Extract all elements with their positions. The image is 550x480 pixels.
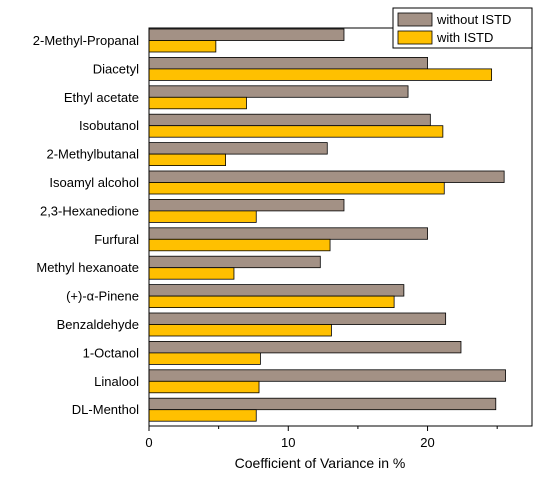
bar-without-istd [148,57,428,70]
bar-without-istd [148,284,405,297]
bar-without-istd [148,227,428,240]
x-tick-label: 20 [420,435,434,450]
bar-without-istd [148,312,447,325]
bar-with-istd [148,352,261,365]
bar-with-istd [148,324,332,337]
category-label: Methyl hexanoate [36,260,139,275]
bar-with-istd [148,238,331,252]
bar-with-istd [148,68,493,81]
bar-without-istd [148,397,497,411]
x-tick-label: 10 [281,435,295,450]
bar-with-istd [148,267,235,280]
category-label: Benzaldehyde [57,317,139,332]
bar-with-istd [148,210,257,223]
bar-without-istd [148,28,345,41]
bar-with-istd [148,40,217,53]
category-label: Ethyl acetate [64,90,139,105]
category-label: Isobutanol [79,118,139,133]
plot-frame [148,27,533,427]
category-label: Linalool [94,374,139,389]
x-axis-title: Coefficient of Variance in % [235,455,406,471]
bar-without-istd [148,113,431,127]
legend: without ISTD with ISTD [392,7,533,49]
legend-label: with ISTD [436,30,493,45]
category-label: 1-Octanol [83,345,139,360]
bar-with-istd [148,96,247,110]
category-label: DL-Menthol [72,402,139,417]
category-label: Isoamyl alcohol [49,175,139,190]
bar-without-istd [148,170,505,183]
category-label: Diacetyl [93,61,139,76]
bar-with-istd [148,182,445,195]
bar-with-istd [148,380,260,394]
legend-swatch [397,12,433,27]
bar-without-istd [148,340,462,354]
axes [148,27,533,427]
category-labels: 2-Methyl-Propanal Diacetyl Ethyl acetate Is… [33,33,139,417]
category-label: 2,3-Hexanedione [40,203,139,218]
bar-with-istd [148,409,257,422]
bar-with-istd [148,295,395,309]
x-tick-label: 0 [145,435,152,450]
category-label: 2-Methyl-Propanal [33,33,139,48]
bar-without-istd [148,255,321,269]
category-label: Furfural [94,232,139,247]
category-label: (+)-α-Pinene [66,289,139,304]
legend-label: without ISTD [436,12,511,27]
bars [148,28,506,422]
bar-with-istd [148,125,444,138]
category-label: 2-Methylbutanal [47,147,140,162]
x-axis-ticks: 0 10 20 [145,426,498,450]
bar-without-istd [148,85,409,98]
bar-without-istd [148,198,345,212]
bar-without-istd [148,142,328,155]
bar-with-istd [148,153,226,167]
legend-swatch [397,30,433,45]
bar-without-istd [148,369,506,382]
